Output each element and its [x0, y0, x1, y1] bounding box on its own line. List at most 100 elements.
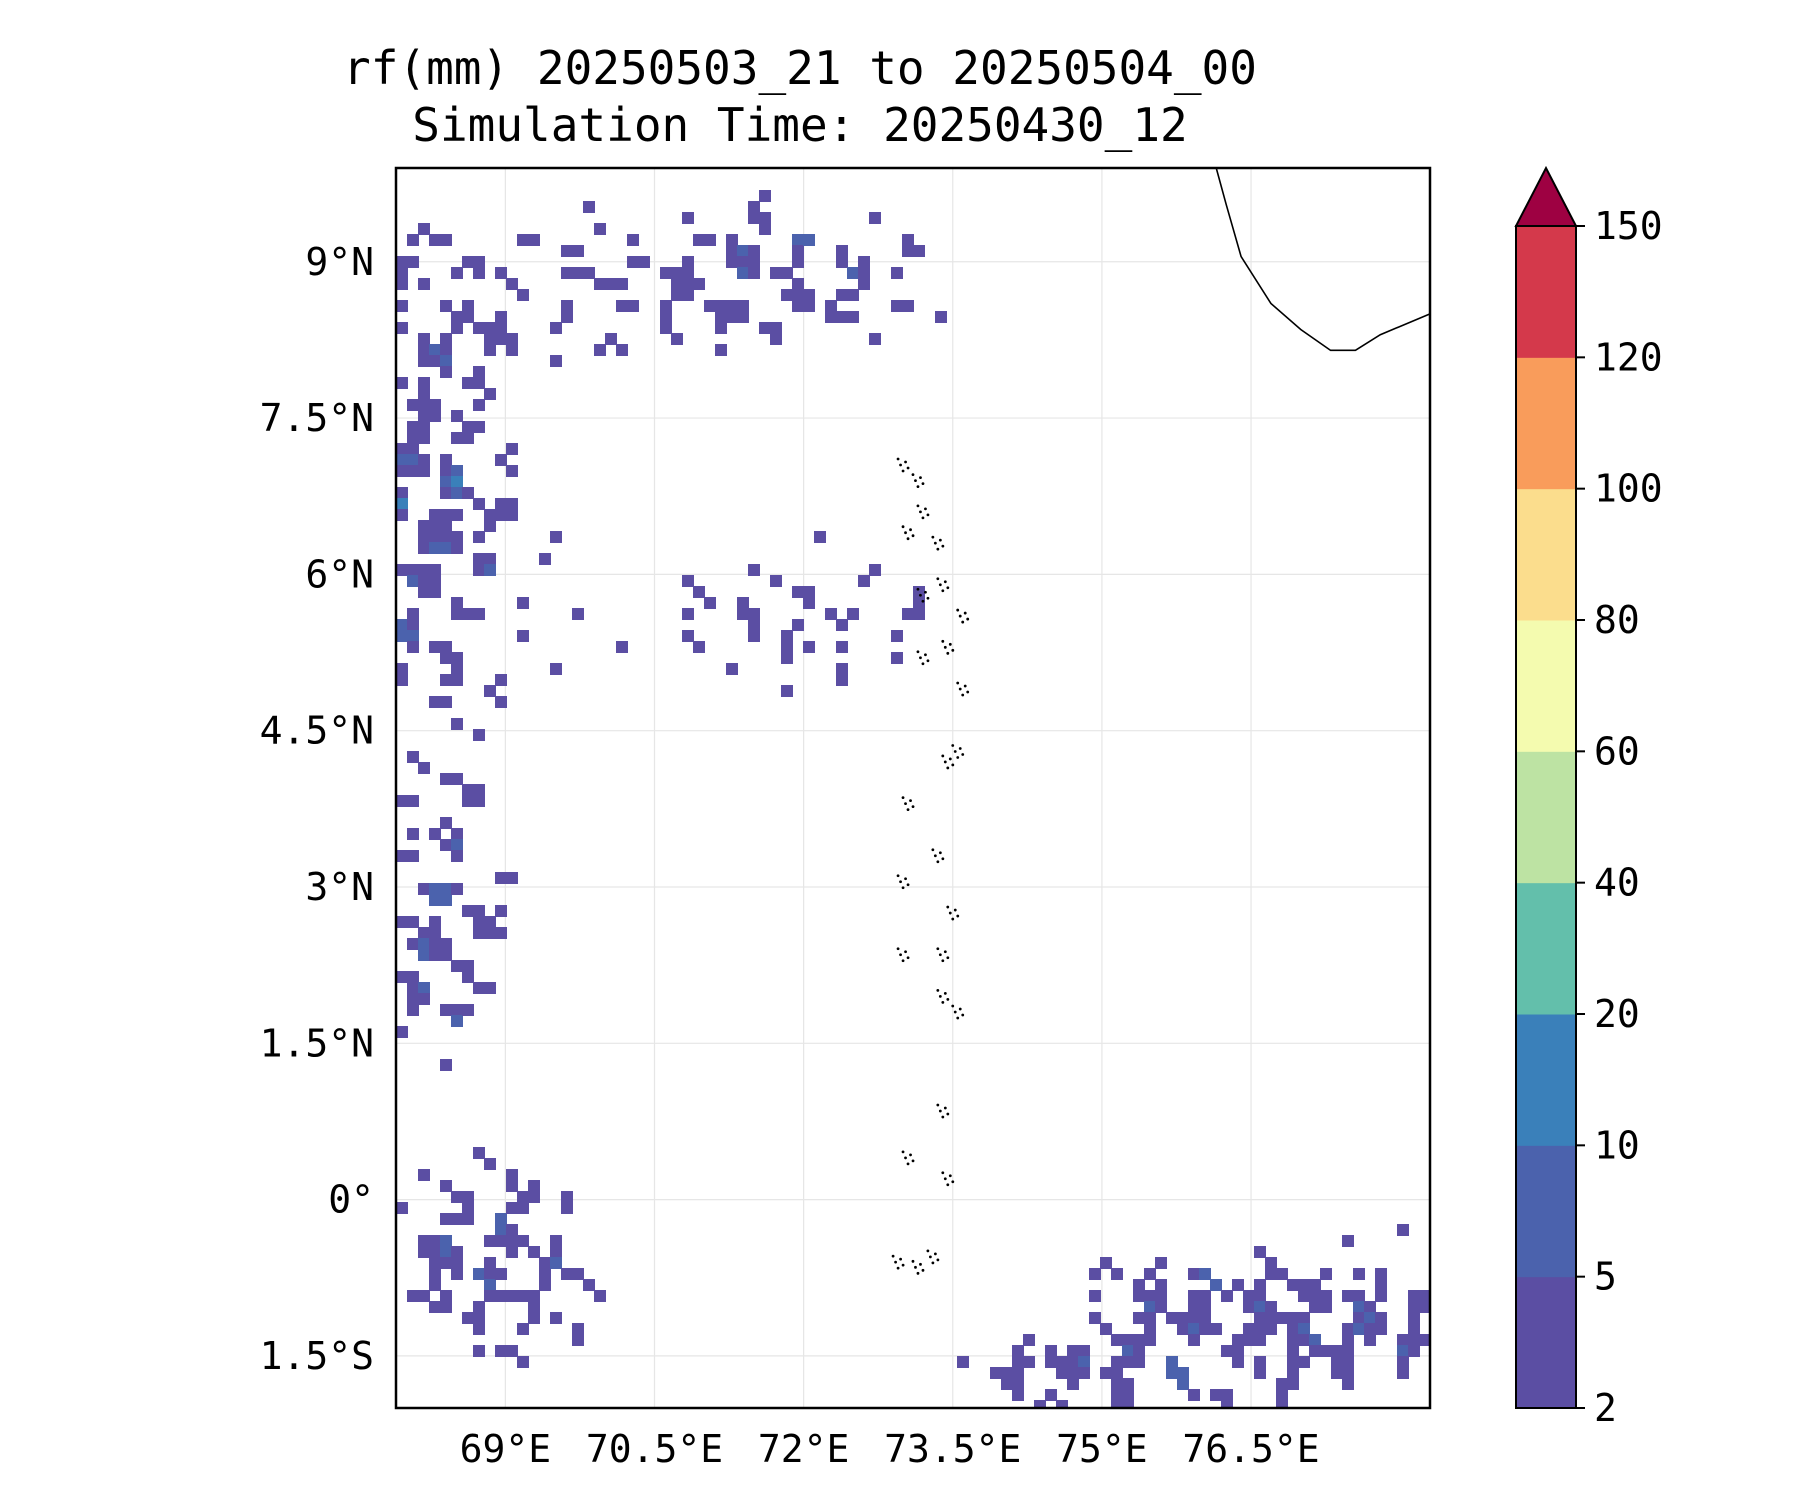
rain-cell	[1353, 1268, 1365, 1280]
island-dot	[904, 460, 907, 464]
rain-cell	[572, 1323, 584, 1335]
rain-cell	[891, 267, 903, 279]
rain-cell	[429, 894, 441, 906]
rain-cell	[825, 300, 837, 312]
rain-cell	[715, 322, 727, 334]
rain-cell	[407, 850, 419, 862]
rain-cell	[1408, 1290, 1420, 1302]
rain-cell	[473, 399, 485, 411]
rain-cell	[1331, 1356, 1343, 1368]
rain-cell	[462, 1191, 474, 1203]
rain-cell	[473, 916, 485, 928]
rain-cell	[451, 828, 463, 840]
rain-cell	[737, 267, 749, 279]
rain-cell	[539, 1279, 551, 1291]
rain-cell	[440, 817, 452, 829]
rain-cell	[1298, 1356, 1310, 1368]
rain-cell	[726, 663, 738, 675]
rain-cell	[1397, 1334, 1409, 1346]
rain-cell	[418, 542, 430, 554]
rain-cell	[1166, 1356, 1178, 1368]
rain-cell	[484, 388, 496, 400]
island-dot	[916, 504, 920, 508]
rain-cell	[748, 256, 760, 268]
island-dot	[919, 593, 922, 597]
rain-cell	[1177, 1378, 1189, 1390]
rain-cell	[737, 311, 749, 323]
rain-cell	[396, 619, 408, 631]
rain-cell	[429, 234, 441, 246]
island-dot	[906, 956, 910, 960]
rain-cell	[858, 575, 870, 587]
rain-cell	[1243, 1323, 1255, 1335]
island-dot	[906, 808, 910, 812]
latitude-labels: 9°N 7.5°N 6°N 4.5°N 3°N 1.5°N 0° 1.5°S	[260, 240, 374, 1378]
rain-cell	[451, 1257, 463, 1269]
rain-cell	[682, 256, 694, 268]
island-dot	[906, 466, 910, 470]
rain-cell	[440, 531, 452, 543]
rain-cell	[495, 1213, 507, 1225]
rain-cell	[429, 1301, 441, 1313]
rain-cell	[605, 278, 617, 290]
rain-cell	[737, 300, 749, 312]
rain-cell	[847, 289, 859, 301]
rain-cell	[1155, 1290, 1167, 1302]
island-dot	[919, 510, 922, 514]
island-dot	[901, 796, 905, 800]
rain-cell	[429, 542, 441, 554]
rain-cell	[1320, 1345, 1332, 1357]
rain-cell	[429, 586, 441, 598]
rain-cell	[407, 630, 419, 642]
map-frame	[394, 166, 1432, 1410]
rain-cell	[1144, 1290, 1156, 1302]
rain-cell	[781, 652, 793, 664]
rain-cell	[1056, 1400, 1068, 1408]
rain-cell	[671, 278, 683, 290]
rain-cell	[627, 256, 639, 268]
rain-cell	[506, 509, 518, 521]
island-dot	[904, 950, 907, 954]
rain-cell	[803, 289, 815, 301]
island-dot	[953, 750, 957, 753]
rain-cell	[726, 256, 738, 268]
rain-cell	[1276, 1389, 1288, 1401]
rain-cell	[484, 1268, 496, 1280]
colorbar-tick-label: 80	[1594, 598, 1640, 642]
rain-cell	[1034, 1400, 1046, 1408]
island-dot	[946, 1183, 950, 1187]
rain-cell	[1078, 1345, 1090, 1357]
rain-cell	[473, 608, 485, 620]
rain-cell	[451, 1015, 463, 1027]
rain-cell	[1397, 1356, 1409, 1368]
island-dot	[896, 874, 900, 878]
rain-cell	[1078, 1356, 1090, 1368]
rain-cell	[407, 421, 419, 433]
rain-cell	[440, 894, 452, 906]
rain-cell	[407, 971, 419, 983]
rain-cell	[858, 267, 870, 279]
rain-cell	[1287, 1367, 1299, 1379]
rain-cell	[418, 278, 430, 290]
rain-cell	[682, 630, 694, 642]
island-dot	[911, 1259, 915, 1263]
rain-cell	[1408, 1323, 1420, 1335]
lat-tick-label: 3°N	[305, 865, 374, 909]
rain-cell	[429, 1268, 441, 1280]
rain-cell	[682, 608, 694, 620]
rain-cell	[440, 333, 452, 345]
rain-cell	[616, 344, 628, 356]
island-dot	[946, 651, 950, 655]
island-dot	[933, 541, 937, 545]
rain-cell	[473, 927, 485, 939]
rain-cell	[1177, 1367, 1189, 1379]
rain-cell	[429, 355, 441, 367]
lon-tick-label: 72°E	[758, 1427, 850, 1471]
island-dot	[953, 908, 957, 912]
rain-cell	[495, 674, 507, 686]
rain-cell	[396, 795, 408, 807]
rain-cell	[1243, 1301, 1255, 1313]
rain-cell	[1144, 1334, 1156, 1346]
rain-cell	[792, 256, 804, 268]
island-dot	[896, 947, 900, 951]
